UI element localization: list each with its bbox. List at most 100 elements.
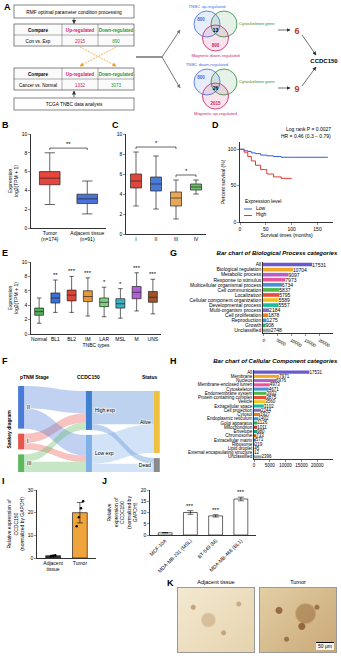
svg-text:Endomembrane system: Endomembrane system xyxy=(205,391,253,396)
svg-text:2748: 2748 xyxy=(271,327,282,333)
svg-text:100: 100 xyxy=(287,226,296,232)
svg-text:CCDC150: CCDC150 xyxy=(77,374,100,380)
svg-text:Alive: Alive xyxy=(140,419,151,425)
svg-text:7973: 7973 xyxy=(285,277,296,283)
svg-text:10000: 10000 xyxy=(289,337,303,348)
svg-text:II: II xyxy=(27,404,30,410)
svg-text:Up-regulated: Up-regulated xyxy=(66,28,95,33)
svg-text:9097: 9097 xyxy=(288,272,299,278)
svg-text:800: 800 xyxy=(197,17,205,22)
svg-text:Cell communication: Cell communication xyxy=(218,287,262,293)
svg-text:10: 10 xyxy=(22,259,28,265)
svg-text:50: 50 xyxy=(263,226,269,232)
svg-text:Lipid droplet: Lipid droplet xyxy=(228,446,253,451)
svg-text:3932: 3932 xyxy=(266,391,277,396)
svg-text:Survival times (months): Survival times (months) xyxy=(260,232,313,238)
svg-text:0: 0 xyxy=(261,337,266,343)
svg-text:III: III xyxy=(27,460,31,466)
svg-text:Vesicle: Vesicle xyxy=(238,399,253,404)
svg-text:1927: 1927 xyxy=(260,412,271,417)
svg-text:800: 800 xyxy=(197,75,205,80)
svg-text:0: 0 xyxy=(24,225,27,231)
svg-text:Multicellular organismal proce: Multicellular organismal process xyxy=(190,282,262,288)
svg-text:BL1: BL1 xyxy=(51,336,60,342)
svg-text:All: All xyxy=(256,261,262,267)
svg-text:Nucleus: Nucleus xyxy=(236,378,253,383)
svg-text:Membrane: Membrane xyxy=(231,374,253,379)
svg-text:Unclassified: Unclassified xyxy=(234,327,261,333)
svg-text:*: * xyxy=(119,281,122,287)
svg-text:Cancer vs. Normal: Cancer vs. Normal xyxy=(19,83,57,88)
svg-text:5: 5 xyxy=(143,521,146,527)
svg-text:Protein-containing complex: Protein-containing complex xyxy=(198,395,253,400)
svg-text:High exp: High exp xyxy=(95,407,115,413)
svg-text:4973: 4973 xyxy=(270,382,281,387)
svg-text:Growth: Growth xyxy=(245,322,261,328)
svg-text:***: *** xyxy=(212,507,220,513)
svg-text:Cellular component organizatio: Cellular component organization xyxy=(189,297,261,303)
svg-text:All: All xyxy=(247,370,252,375)
svg-text:Con vs. Exp: Con vs. Exp xyxy=(26,39,51,44)
svg-text:6: 6 xyxy=(119,171,122,177)
svg-text:Reproduction: Reproduction xyxy=(231,317,261,323)
svg-text:TNBC down-regulated: TNBC down-regulated xyxy=(186,62,229,67)
svg-text:MCF-10A: MCF-10A xyxy=(148,537,168,557)
svg-text:6976: 6976 xyxy=(276,378,287,383)
svg-text:1332: 1332 xyxy=(75,83,86,88)
svg-text:2015: 2015 xyxy=(210,101,221,106)
svg-text:Percent survival (%): Percent survival (%) xyxy=(220,159,226,204)
svg-text:100: 100 xyxy=(228,146,237,152)
svg-text:10: 10 xyxy=(141,509,147,515)
svg-text:15: 15 xyxy=(141,498,147,504)
svg-text:Membrane-enclosed lumen: Membrane-enclosed lumen xyxy=(198,382,253,387)
svg-text:***: *** xyxy=(84,270,92,276)
svg-text:10: 10 xyxy=(117,131,123,137)
svg-text:III: III xyxy=(174,236,178,242)
svg-text:MDA-MB-468 (BL1): MDA-MB-468 (BL1) xyxy=(208,537,244,573)
svg-text:4671: 4671 xyxy=(269,387,280,392)
svg-text:Cytoskeleton gene: Cytoskeleton gene xyxy=(239,79,275,84)
svg-text:***: *** xyxy=(237,489,245,495)
svg-text:4: 4 xyxy=(24,302,27,308)
svg-text:***: *** xyxy=(149,271,157,277)
svg-text:150: 150 xyxy=(313,226,322,232)
svg-text:Log rank P = 0.0027: Log rank P = 0.0027 xyxy=(286,126,331,132)
svg-text:5557: 5557 xyxy=(279,302,290,308)
svg-text:3102: 3102 xyxy=(264,404,275,409)
svg-text:IV: IV xyxy=(194,236,199,242)
svg-text:Status: Status xyxy=(142,374,158,380)
svg-text:1878: 1878 xyxy=(268,312,279,318)
svg-text:2244: 2244 xyxy=(261,408,272,413)
svg-text:980: 980 xyxy=(257,429,265,434)
svg-text:Dead: Dead xyxy=(139,462,151,468)
svg-text:Localization: Localization xyxy=(235,292,262,298)
svg-text:5589: 5589 xyxy=(279,297,290,303)
svg-text:IM: IM xyxy=(85,336,91,342)
svg-text:***: *** xyxy=(133,265,141,271)
svg-text:Tumor(n=174): Tumor(n=174) xyxy=(41,230,59,243)
svg-text:Cytoskeleton: Cytoskeleton xyxy=(226,387,253,392)
svg-text:4: 4 xyxy=(24,187,27,193)
svg-text:2015: 2015 xyxy=(75,39,86,44)
svg-text:2: 2 xyxy=(24,316,27,322)
svg-text:0: 0 xyxy=(233,219,236,225)
svg-text:0: 0 xyxy=(239,226,242,232)
svg-text:Relativeexpression ofCCDC150(n: Relativeexpression ofCCDC150(normalized … xyxy=(106,496,138,529)
svg-text:Down-regulated: Down-regulated xyxy=(99,72,134,77)
svg-text:3073: 3073 xyxy=(111,83,122,88)
svg-text:Adjacent tissue(n=91): Adjacent tissue(n=91) xyxy=(70,230,104,243)
svg-text:Developmental process: Developmental process xyxy=(209,302,262,308)
svg-text:4: 4 xyxy=(119,191,122,197)
svg-text:TNBC types: TNBC types xyxy=(83,342,110,348)
svg-text:Expressionlog2(TPM + 1): Expressionlog2(TPM + 1) xyxy=(7,165,20,197)
svg-text:1402: 1402 xyxy=(258,416,269,421)
svg-text:Tumor: Tumor xyxy=(73,560,88,566)
svg-text:TNBC up-regulated: TNBC up-regulated xyxy=(188,4,226,9)
svg-text:Metabolic process: Metabolic process xyxy=(221,271,262,277)
svg-text:15000: 15000 xyxy=(295,463,308,468)
svg-text:733: 733 xyxy=(256,433,264,438)
svg-text:2184: 2184 xyxy=(269,307,280,313)
svg-text:Bar chart of Cellular Componen: Bar chart of Cellular Component categori… xyxy=(213,358,338,364)
svg-text:30: 30 xyxy=(28,487,34,493)
svg-text:1275: 1275 xyxy=(267,317,278,323)
